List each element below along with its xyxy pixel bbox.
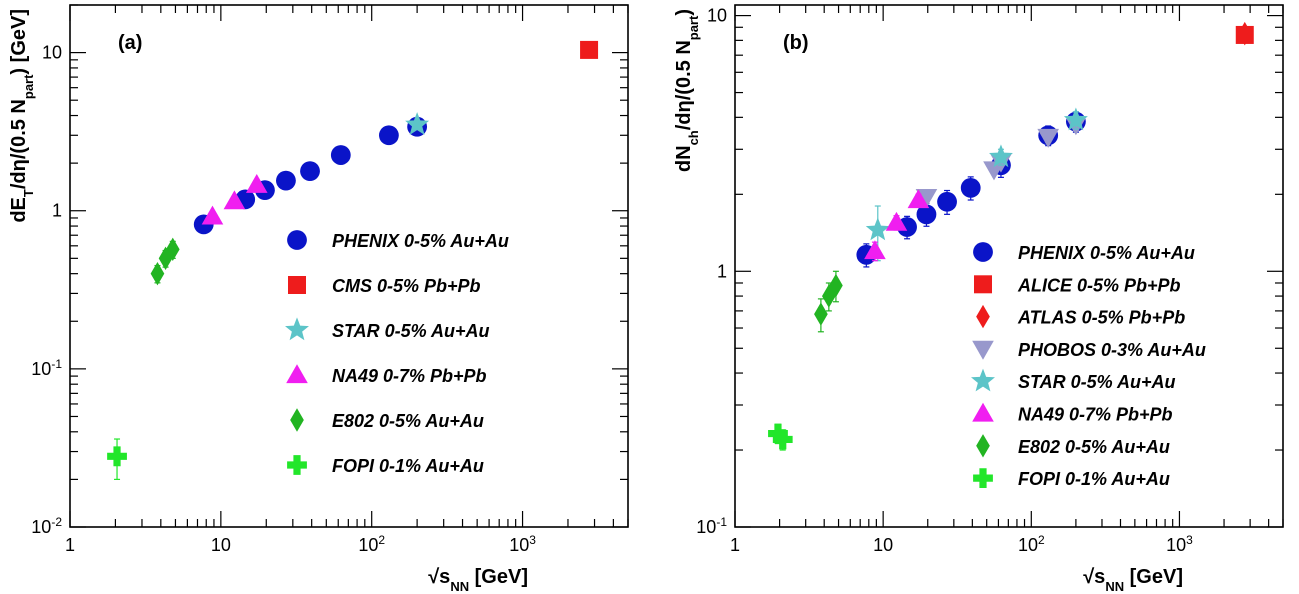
- legend-label: STAR 0-5% Au+Au: [332, 321, 490, 341]
- x-tick-label: 102: [358, 533, 385, 555]
- data-point: [1063, 107, 1088, 131]
- data-point: [885, 211, 908, 231]
- data-point: [580, 40, 599, 59]
- legend-label: NA49 0-7% Pb+Pb: [332, 366, 487, 386]
- legend-label: ALICE 0-5% Pb+Pb: [1017, 275, 1181, 295]
- data-point: [772, 429, 793, 450]
- data-point: [201, 205, 224, 225]
- legend-marker: [976, 434, 990, 458]
- data-point: [864, 240, 886, 260]
- axis-ticks: [734, 5, 1284, 528]
- legend-label: FOPI 0-1% Au+Au: [1018, 469, 1170, 489]
- series-star: [405, 112, 430, 135]
- data-point: [165, 237, 180, 262]
- series-na49: [201, 173, 268, 225]
- panel-label: (a): [118, 32, 142, 54]
- legend-label: PHOBOS 0-3% Au+Au: [1018, 340, 1206, 360]
- series-na49: [864, 189, 930, 262]
- data-point: [988, 144, 1013, 168]
- legend-marker: [290, 408, 304, 432]
- data-point: [907, 189, 930, 209]
- series-atlas: [1237, 21, 1252, 46]
- series-e802: [814, 270, 843, 333]
- legend-marker: [288, 276, 306, 294]
- legend-label: FOPI 0-1% Au+Au: [332, 456, 484, 476]
- data-point: [768, 423, 788, 444]
- legend: PHENIX 0-5% Au+Au CMS 0-5% Pb+Pb STAR 0-5%…: [285, 230, 509, 476]
- y-tick-label: 1: [52, 201, 62, 221]
- x-tick-label: 1: [65, 535, 75, 555]
- legend-marker: [976, 304, 990, 329]
- legend-label: PHENIX 0-5% Au+Au: [1018, 243, 1195, 263]
- axis-ticks: [69, 4, 629, 528]
- plot-frame: [69, 4, 629, 528]
- data-point: [814, 302, 828, 326]
- data-point: [405, 112, 430, 135]
- data-point: [300, 161, 320, 182]
- series-fopi: [768, 423, 793, 451]
- legend-marker: [971, 368, 995, 392]
- data-point: [223, 190, 246, 210]
- data-point: [865, 217, 890, 241]
- legend-marker: [972, 402, 994, 422]
- data-point: [378, 125, 399, 146]
- data-point: [276, 170, 296, 191]
- x-tick-label: 103: [509, 533, 536, 555]
- legend-label: ATLAS 0-5% Pb+Pb: [1017, 308, 1185, 328]
- data-point: [960, 177, 981, 198]
- legend-marker: [285, 317, 309, 341]
- legend-marker: [972, 340, 994, 360]
- y-axis-title: dET/dη/(0.5 Npart) [GeV]: [8, 9, 36, 223]
- x-tick-label: 102: [1018, 533, 1045, 555]
- data-point: [829, 273, 843, 298]
- y-tick-label: 10-1: [696, 515, 727, 537]
- legend: PHENIX 0-5% Au+Au ALICE 0-5% Pb+Pb ATLAS 0…: [971, 242, 1206, 489]
- x-tick-label: 10: [873, 535, 893, 555]
- x-tick-label: 10: [211, 535, 231, 555]
- x-tick-label: 103: [1166, 533, 1193, 555]
- legend-label: E802 0-5% Au+Au: [1018, 437, 1170, 457]
- legend-marker: [973, 468, 993, 488]
- y-tick-label: 10-2: [31, 515, 62, 537]
- plot-frame: [734, 4, 1284, 528]
- x-tick-label: 1: [730, 535, 740, 555]
- y-tick-label: 1: [717, 261, 727, 281]
- legend-marker: [287, 455, 307, 475]
- y-tick-label: 10-1: [31, 357, 62, 379]
- data-point: [245, 173, 268, 193]
- legend-label: CMS 0-5% Pb+Pb: [332, 276, 481, 296]
- y-tick-label: 10: [42, 43, 62, 63]
- legend-marker: [974, 275, 992, 294]
- y-axis-title: dNch/dη/(0.5 Npart): [673, 9, 701, 172]
- legend-marker: [287, 230, 307, 250]
- legend-label: NA49 0-7% Pb+Pb: [1018, 405, 1173, 425]
- data-point: [107, 446, 127, 467]
- series-phenix: [193, 116, 428, 235]
- data-point: [937, 191, 957, 212]
- legend-label: STAR 0-5% Au+Au: [1018, 372, 1176, 392]
- series-e802: [150, 237, 180, 286]
- legend-marker: [286, 364, 308, 384]
- legend-label: E802 0-5% Au+Au: [332, 411, 484, 431]
- panel-a: 1 10 102 103 10-2 10-1 1 10 √sNN [GeV] dET/dη/(0.…: [8, 4, 629, 594]
- legend-label: PHENIX 0-5% Au+Au: [332, 231, 509, 251]
- x-axis-title: √sNN [GeV]: [428, 566, 528, 594]
- data-point: [1237, 21, 1252, 46]
- x-axis-title: √sNN [GeV]: [1083, 566, 1183, 594]
- y-tick-label: 10: [707, 6, 727, 26]
- data-point: [330, 145, 351, 165]
- data-point: [916, 204, 937, 225]
- panel-label: (b): [783, 32, 809, 54]
- legend-marker: [973, 242, 993, 262]
- series-fopi: [107, 438, 127, 480]
- series-cms: [580, 40, 599, 59]
- data-point: [150, 261, 165, 286]
- data-point: [1037, 128, 1059, 148]
